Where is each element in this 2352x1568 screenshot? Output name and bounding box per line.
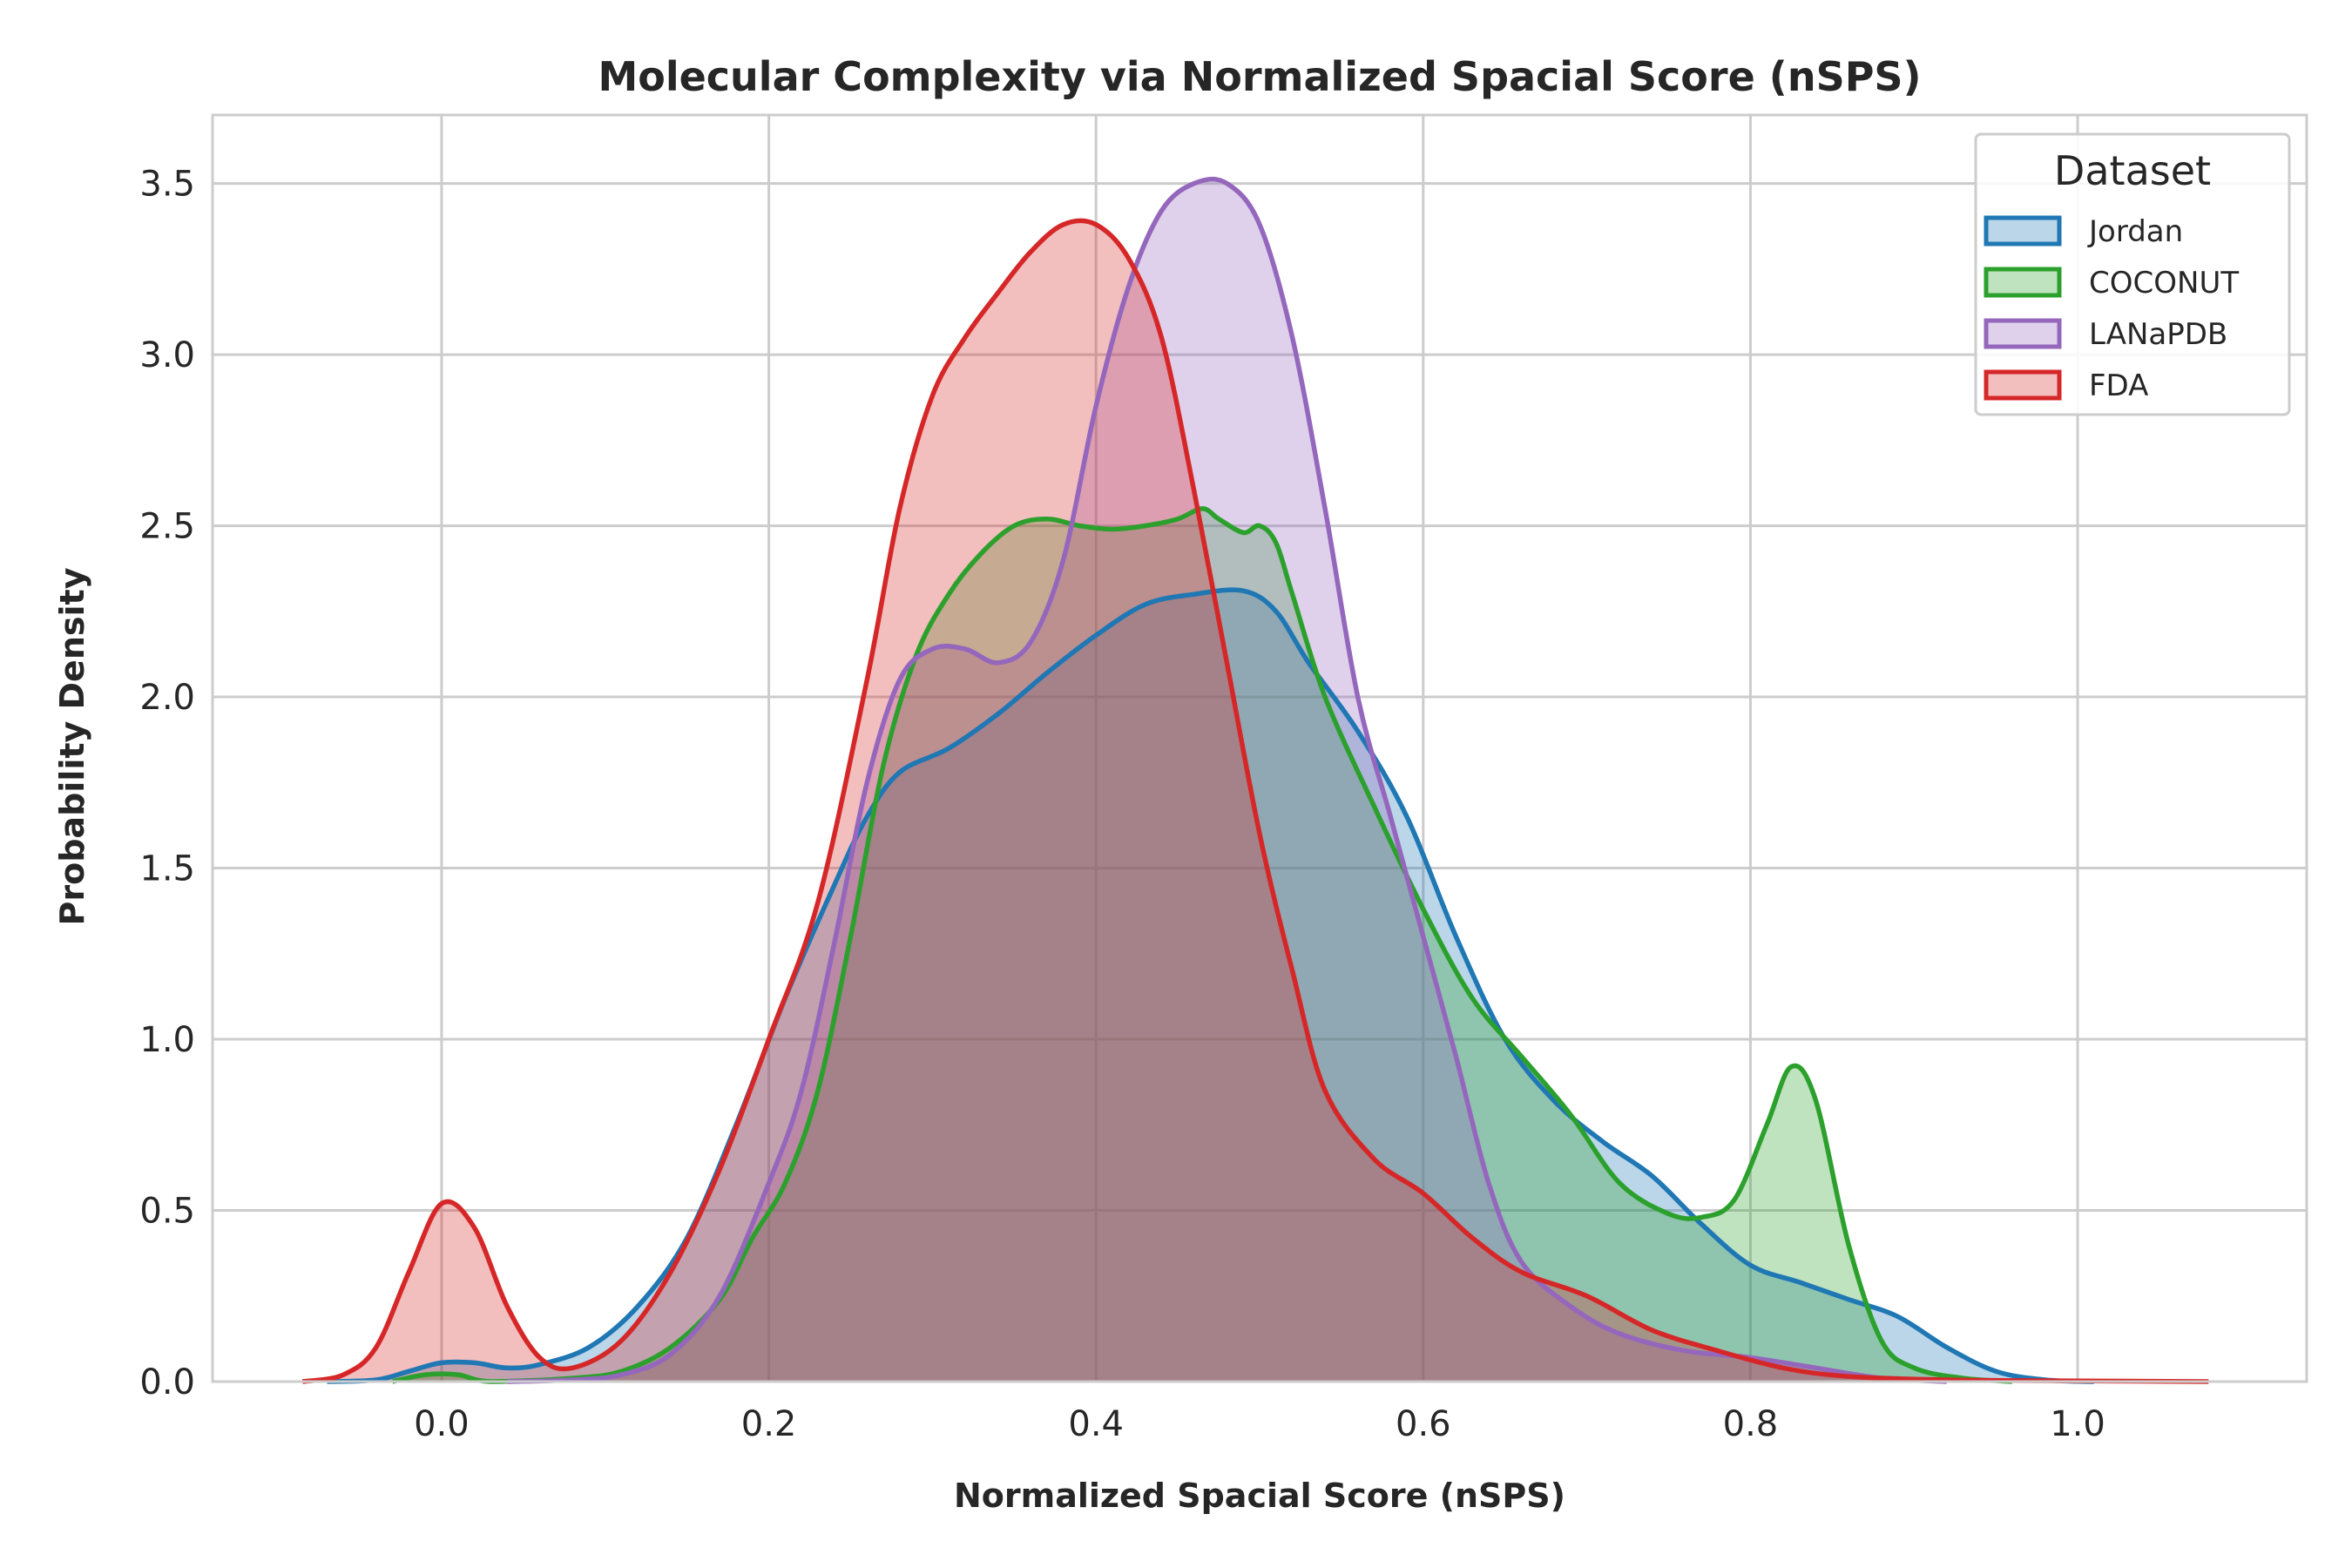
legend-label: FDA: [2089, 368, 2148, 403]
area-coconut: [392, 508, 2012, 1382]
legend-title: Dataset: [2054, 147, 2211, 194]
line-coconut: [392, 506, 2013, 1384]
y-tick-label: 2.5: [139, 507, 195, 547]
x-tick-label: 0.8: [1723, 1404, 1779, 1444]
line-fda: [301, 218, 2209, 1384]
legend-item-lanapdb: LANaPDB: [1984, 317, 2227, 352]
x-axis-label: Normalized Spacial Score (nSPS): [954, 1477, 1565, 1515]
x-tick-label: 0.6: [1396, 1404, 1451, 1444]
plot-frame: [211, 113, 2308, 1383]
x-tick-label: 0.0: [414, 1404, 470, 1444]
legend-swatch: [1984, 215, 2062, 247]
y-tick-label: 3.0: [139, 335, 195, 375]
y-tick-label: 3.5: [139, 165, 195, 205]
x-tick-label: 0.2: [741, 1404, 797, 1444]
area-lanapdb: [507, 179, 1947, 1382]
y-tick-label: 0.5: [139, 1192, 195, 1232]
line-lanapdb: [507, 176, 1947, 1384]
x-tick-label: 0.4: [1068, 1404, 1124, 1444]
legend-swatch: [1984, 318, 2062, 349]
legend-item-fda: FDA: [1984, 368, 2148, 403]
y-tick-label: 1.0: [139, 1020, 195, 1060]
legend-item-jordan: Jordan: [1984, 214, 2183, 249]
legend-swatch: [1984, 369, 2062, 401]
plot-background: [213, 115, 2307, 1382]
legend-swatch: [1984, 267, 2062, 298]
legend-label: COCONUT: [2089, 266, 2239, 301]
area-fda: [302, 220, 2209, 1382]
legend-label: LANaPDB: [2089, 317, 2227, 352]
legend-label: Jordan: [2087, 214, 2183, 249]
y-tick-label: 1.5: [139, 849, 195, 889]
chart-title: Molecular Complexity via Normalized Spac…: [598, 53, 1921, 100]
line-jordan: [327, 587, 2094, 1384]
y-tick-label: 2.0: [139, 678, 195, 718]
plot-area: 0.0 0.2 0.4 0.6 0.8 1.0 0.0 0.5 1.0 1.5 2.0 2.5 3.0 3…: [139, 113, 2308, 1444]
legend-item-coconut: COCONUT: [1984, 266, 2239, 301]
legend: Dataset Jordan COCONUT LANaPDB FDA: [1974, 132, 2291, 416]
y-axis-label: Probability Density: [53, 567, 91, 925]
x-tick-label: 1.0: [2050, 1404, 2105, 1444]
y-tick-label: 0.0: [139, 1362, 195, 1402]
